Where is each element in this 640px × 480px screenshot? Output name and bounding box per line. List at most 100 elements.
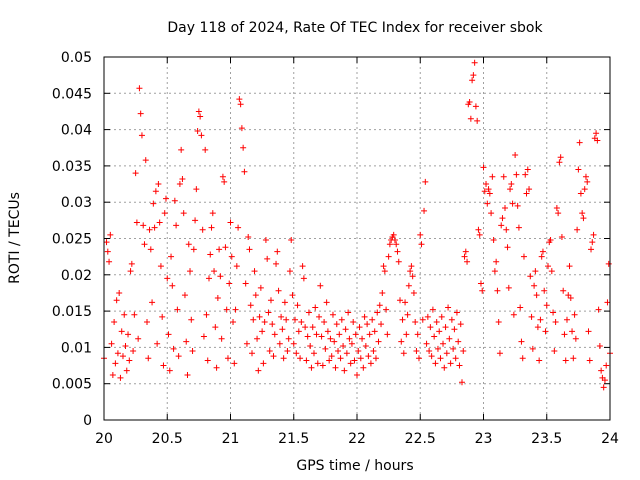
data-point xyxy=(488,210,495,217)
data-point xyxy=(106,258,113,265)
data-point xyxy=(265,309,272,316)
data-point xyxy=(514,202,521,209)
data-point xyxy=(149,299,156,306)
data-point xyxy=(242,280,249,287)
data-point xyxy=(498,222,505,229)
data-point xyxy=(289,292,296,299)
data-point xyxy=(480,164,487,171)
data-point xyxy=(227,219,234,226)
data-point xyxy=(137,110,144,117)
data-point xyxy=(303,357,310,364)
data-point xyxy=(448,316,455,323)
data-point xyxy=(261,318,268,325)
data-point xyxy=(126,357,133,364)
data-point xyxy=(442,324,449,331)
data-point xyxy=(371,328,378,335)
data-point xyxy=(399,316,406,323)
data-point xyxy=(322,345,329,352)
data-point xyxy=(557,154,564,161)
data-point xyxy=(264,255,271,262)
data-point xyxy=(499,215,506,222)
x-tick-label: 23.5 xyxy=(531,431,562,447)
data-point xyxy=(208,224,215,231)
data-point xyxy=(279,326,286,333)
data-point xyxy=(170,345,177,352)
y-tick-label: 0.03 xyxy=(61,195,92,211)
data-point xyxy=(142,157,149,164)
data-point xyxy=(249,350,256,357)
data-point xyxy=(512,152,519,159)
data-point xyxy=(421,207,428,214)
data-points xyxy=(101,59,613,391)
data-point xyxy=(576,139,583,146)
data-point xyxy=(367,360,374,367)
data-point xyxy=(271,331,278,338)
data-point xyxy=(542,328,549,335)
data-point xyxy=(398,338,405,345)
data-point xyxy=(252,292,259,299)
data-point xyxy=(527,273,534,280)
data-point xyxy=(336,331,343,338)
data-point xyxy=(418,241,425,248)
data-point xyxy=(524,166,531,173)
x-tick-label: 21.5 xyxy=(278,431,309,447)
data-point xyxy=(432,360,439,367)
data-point xyxy=(356,324,363,331)
data-point xyxy=(150,200,157,207)
data-point xyxy=(246,246,253,253)
data-point xyxy=(219,173,226,180)
data-point xyxy=(173,222,180,229)
data-point xyxy=(193,186,200,193)
data-point xyxy=(464,258,471,265)
data-point xyxy=(522,171,529,178)
data-point xyxy=(446,335,453,342)
grid-lines xyxy=(104,57,610,420)
data-point xyxy=(293,350,300,357)
data-point xyxy=(123,367,130,374)
data-point xyxy=(109,371,116,378)
data-point xyxy=(224,355,231,362)
data-point xyxy=(284,348,291,355)
data-point xyxy=(247,302,254,309)
data-point xyxy=(155,181,162,188)
data-point xyxy=(589,239,596,246)
data-point xyxy=(437,355,444,362)
data-point xyxy=(181,292,188,299)
data-point xyxy=(283,316,290,323)
data-point xyxy=(235,224,242,231)
data-point xyxy=(138,132,145,139)
data-point xyxy=(160,362,167,369)
data-point xyxy=(183,338,190,345)
data-point xyxy=(241,168,248,175)
data-point xyxy=(238,125,245,132)
data-point xyxy=(508,181,515,188)
data-point xyxy=(203,311,210,318)
data-point xyxy=(255,367,262,374)
data-point xyxy=(165,331,172,338)
data-point xyxy=(391,236,398,243)
data-point xyxy=(601,377,608,384)
y-tick-labels: 0 0.005 0.01 0.015 0.02 0.025 0.03 0.035 0.04 0.0… xyxy=(52,50,92,429)
data-point xyxy=(111,318,118,325)
data-point xyxy=(496,350,503,357)
data-point xyxy=(580,215,587,222)
data-point xyxy=(361,313,368,320)
data-point xyxy=(328,353,335,360)
data-point xyxy=(323,299,330,306)
data-point xyxy=(278,313,285,320)
x-tick-label: 23 xyxy=(475,431,493,447)
data-point xyxy=(294,302,301,309)
data-point xyxy=(347,360,354,367)
data-point xyxy=(366,331,373,338)
data-point xyxy=(346,335,353,342)
data-point xyxy=(187,268,194,275)
data-point xyxy=(257,284,264,291)
data-point xyxy=(128,260,135,267)
data-point xyxy=(393,241,400,248)
data-point xyxy=(365,353,372,360)
data-point xyxy=(144,318,151,325)
y-tick-label: 0.025 xyxy=(52,232,92,248)
y-tick-label: 0.005 xyxy=(52,377,92,393)
data-point xyxy=(118,328,125,335)
